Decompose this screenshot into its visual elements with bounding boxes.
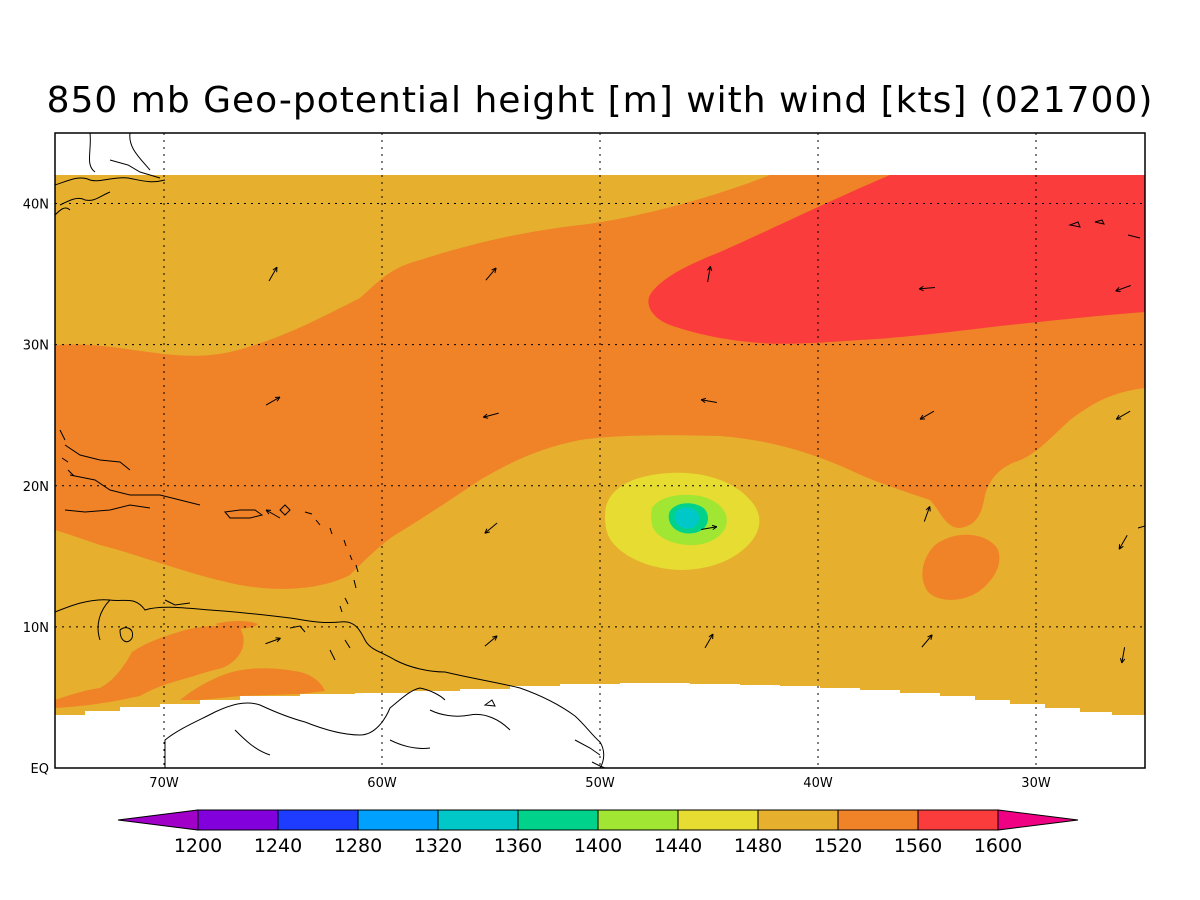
colorbar-label: 1240: [254, 835, 302, 857]
wind-arrow: [265, 637, 281, 645]
lon-tick-label: 30W: [1021, 776, 1051, 791]
wind-arrow: [700, 397, 717, 404]
colorbar-box: [197, 809, 279, 831]
field-1560-patch: [180, 668, 325, 700]
wind-arrow: [921, 634, 933, 648]
lon-tick-label: 60W: [367, 776, 397, 791]
field-1560-patch: [55, 625, 244, 708]
wind-arrow: [923, 506, 931, 522]
wind-arrow: [918, 285, 936, 292]
colorbar-label: 1280: [334, 835, 382, 857]
lon-tick-label: 70W: [149, 776, 179, 791]
colorbar-box: [437, 809, 519, 831]
field-1360-core: [674, 507, 700, 529]
colorbar-box: [597, 809, 679, 831]
wind-vectors: [265, 265, 1131, 664]
colorbar-box: [837, 809, 919, 831]
field-1600-band: [648, 175, 1145, 344]
wind-arrow: [1118, 535, 1128, 550]
colorbar-box: [917, 809, 999, 831]
map-title: 850 mb Geo-potential height [m] with win…: [46, 80, 1154, 121]
field-1560-patch: [215, 621, 258, 629]
colorbar-box: [677, 809, 759, 831]
colorbar-box: [757, 809, 839, 831]
wind-arrow: [268, 266, 278, 282]
colorbar: 1200 1240 1280 1320 1360 1400 1440 1480 1520 1560…: [117, 809, 1079, 857]
wind-arrow: [704, 633, 714, 649]
wind-arrow: [701, 524, 718, 531]
colorbar-label: 1360: [494, 835, 542, 857]
colorbar-label: 1480: [734, 835, 782, 857]
colorbar-over-triangle: [997, 809, 1079, 831]
grid-lines: [55, 133, 1145, 768]
field-1560-blob: [922, 534, 1000, 600]
lat-tick-labels: 40N 30N 20N 10N EQ: [23, 198, 49, 777]
lat-tick-label: 40N: [23, 198, 49, 213]
colorbar-label: 1600: [974, 835, 1022, 857]
colorbar-box: [277, 809, 359, 831]
colorbar-label: 1440: [654, 835, 702, 857]
colorbar-under-triangle: [117, 809, 199, 831]
wind-arrow: [485, 267, 497, 281]
wind-arrow: [1115, 410, 1131, 420]
wind-arrow: [482, 412, 499, 419]
colorbar-label: 1200: [174, 835, 222, 857]
wind-arrow: [919, 410, 935, 420]
lat-tick-label: EQ: [31, 762, 49, 777]
plot-area: [55, 133, 1145, 768]
lat-tick-label: 30N: [23, 339, 49, 354]
colorbar-label: 1320: [414, 835, 462, 857]
wind-arrow: [484, 522, 498, 534]
plot-frame: [54, 132, 1146, 769]
lon-tick-label: 50W: [585, 776, 615, 791]
lat-tick-label: 20N: [23, 480, 49, 495]
coastlines: [55, 133, 1145, 768]
colorbar-label: 1520: [814, 835, 862, 857]
lon-tick-labels: 70W 60W 50W 40W 30W: [149, 776, 1051, 791]
colorbar-label: 1560: [894, 835, 942, 857]
wind-arrow: [707, 265, 713, 283]
wind-arrow: [265, 396, 281, 406]
colorbar-box: [517, 809, 599, 831]
lat-tick-label: 10N: [23, 621, 49, 636]
wind-arrow: [1115, 285, 1131, 292]
lon-tick-label: 40W: [803, 776, 833, 791]
colorbar-label: 1400: [574, 835, 622, 857]
wind-arrow: [484, 635, 498, 647]
wind-arrow: [265, 509, 281, 519]
colorbar-box: [357, 809, 439, 831]
wind-arrow: [1119, 647, 1126, 664]
